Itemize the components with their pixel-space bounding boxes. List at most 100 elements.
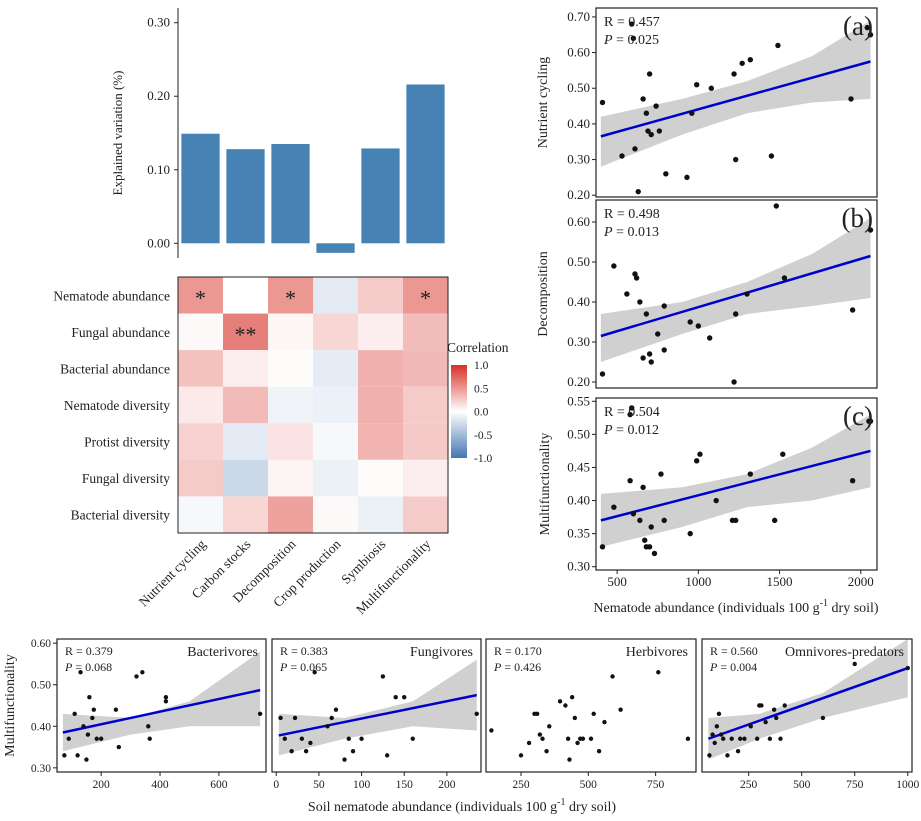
bottom-xlabel-sup: -1 xyxy=(557,797,565,808)
data-point xyxy=(642,537,648,543)
data-point xyxy=(697,451,703,457)
data-point xyxy=(661,303,667,309)
confidence-band xyxy=(600,20,871,167)
x-tick-label: 250 xyxy=(740,779,758,791)
x-tick-label: 1000 xyxy=(896,779,919,791)
heatmap-cell xyxy=(178,350,223,387)
bar-decomposition xyxy=(271,144,310,244)
heatmap-cell xyxy=(403,423,448,460)
data-point xyxy=(62,753,67,758)
data-point xyxy=(94,736,99,741)
data-point xyxy=(646,544,653,550)
bar-y-tick-label: 0.30 xyxy=(147,15,170,30)
p-symbol: P xyxy=(64,660,73,674)
y-axis-label: Multifunctionality xyxy=(3,654,18,757)
data-point xyxy=(596,749,602,754)
data-point xyxy=(91,707,96,712)
bar-y-axis-label: Explained variation (%) xyxy=(110,71,125,196)
data-point xyxy=(299,736,305,741)
data-point xyxy=(257,711,263,717)
panel-title: Omnivores-predators xyxy=(785,645,904,660)
data-point xyxy=(87,694,92,700)
data-point xyxy=(648,359,654,365)
data-point xyxy=(774,715,779,721)
y-tick-label: 0.50 xyxy=(567,254,590,269)
data-point xyxy=(163,699,169,704)
data-point xyxy=(537,732,543,737)
confidence-band xyxy=(600,414,871,547)
data-point xyxy=(599,371,606,377)
data-point xyxy=(658,471,664,477)
bar-nutrient-cycling xyxy=(181,133,220,244)
data-point xyxy=(563,703,568,708)
data-point xyxy=(725,753,730,758)
p-symbol: P xyxy=(603,225,613,240)
stat-p: P = 0.426 xyxy=(493,660,541,674)
y-tick-label: 0.20 xyxy=(567,187,590,202)
data-point xyxy=(712,740,717,746)
data-point xyxy=(742,736,747,741)
heatmap-cell xyxy=(358,459,403,497)
panel-label: (c) xyxy=(843,401,873,431)
x-tick-label: 200 xyxy=(93,779,111,791)
data-point xyxy=(402,694,407,700)
heatmap-row-label: Fungal diversity xyxy=(82,471,170,486)
data-point xyxy=(744,291,750,297)
p-symbol: P xyxy=(603,423,613,438)
data-point xyxy=(629,405,635,411)
heatmap-cell xyxy=(313,386,358,424)
data-point xyxy=(771,517,778,524)
heatmap-row-label: Fungal abundance xyxy=(71,325,170,340)
heatmap-cell xyxy=(313,423,358,460)
panel-label: (a) xyxy=(843,11,873,41)
bar-chart: 0.00 0.10 0.20 0.30 Explained variation (%) xyxy=(110,8,445,258)
data-point xyxy=(116,744,122,750)
y-tick-label: 0.30 xyxy=(567,152,590,167)
data-point xyxy=(694,458,700,464)
data-point xyxy=(656,128,663,134)
panel-label: (b) xyxy=(842,203,873,233)
heatmap-cell xyxy=(268,386,313,424)
data-point xyxy=(905,665,910,671)
heatmap-cell xyxy=(178,386,223,424)
bottom-xlabel-main: Soil nematode abundance (individuals 100… xyxy=(308,800,557,815)
confidence-band xyxy=(600,218,871,362)
data-point xyxy=(640,355,646,361)
data-point xyxy=(731,71,737,77)
heatmap-cell xyxy=(403,313,448,351)
legend-tick-label: 0.5 xyxy=(474,383,489,395)
heatmap-cell xyxy=(178,423,223,460)
heatmap-cell xyxy=(313,350,358,387)
data-point xyxy=(747,57,754,63)
data-point xyxy=(627,477,633,484)
data-point xyxy=(289,749,294,754)
heatmap-cell xyxy=(403,496,448,533)
data-point xyxy=(775,42,781,49)
legend-colorbar xyxy=(451,365,467,458)
significance-marker: ** xyxy=(235,322,257,347)
data-point xyxy=(599,99,606,106)
data-point xyxy=(710,732,715,737)
data-point xyxy=(820,715,826,721)
data-point xyxy=(656,670,661,675)
panel-frame xyxy=(271,638,482,773)
stat-p: P = 0.068 xyxy=(64,660,112,674)
heatmap-cell xyxy=(403,386,448,424)
data-point xyxy=(643,311,650,317)
data-point xyxy=(732,311,739,317)
data-point xyxy=(359,736,364,741)
y-tick-label: 0.60 xyxy=(31,638,51,650)
data-point xyxy=(565,736,571,741)
data-point xyxy=(632,146,638,152)
data-point xyxy=(721,736,726,741)
data-point xyxy=(663,171,669,177)
stat-r: R = 0.383 xyxy=(280,644,328,658)
data-point xyxy=(602,719,607,725)
heatmap-cell xyxy=(403,459,448,497)
panel-title: Herbivores xyxy=(626,645,688,660)
data-point xyxy=(771,707,777,712)
scatter-panel-omnivores: 250 500 750 1000 R = 0.560 P = 0.004 Omnivores… xyxy=(701,638,920,791)
p-value: = 0.004 xyxy=(717,660,757,674)
regression-line xyxy=(600,254,871,338)
p-value: = 0.013 xyxy=(613,225,659,240)
